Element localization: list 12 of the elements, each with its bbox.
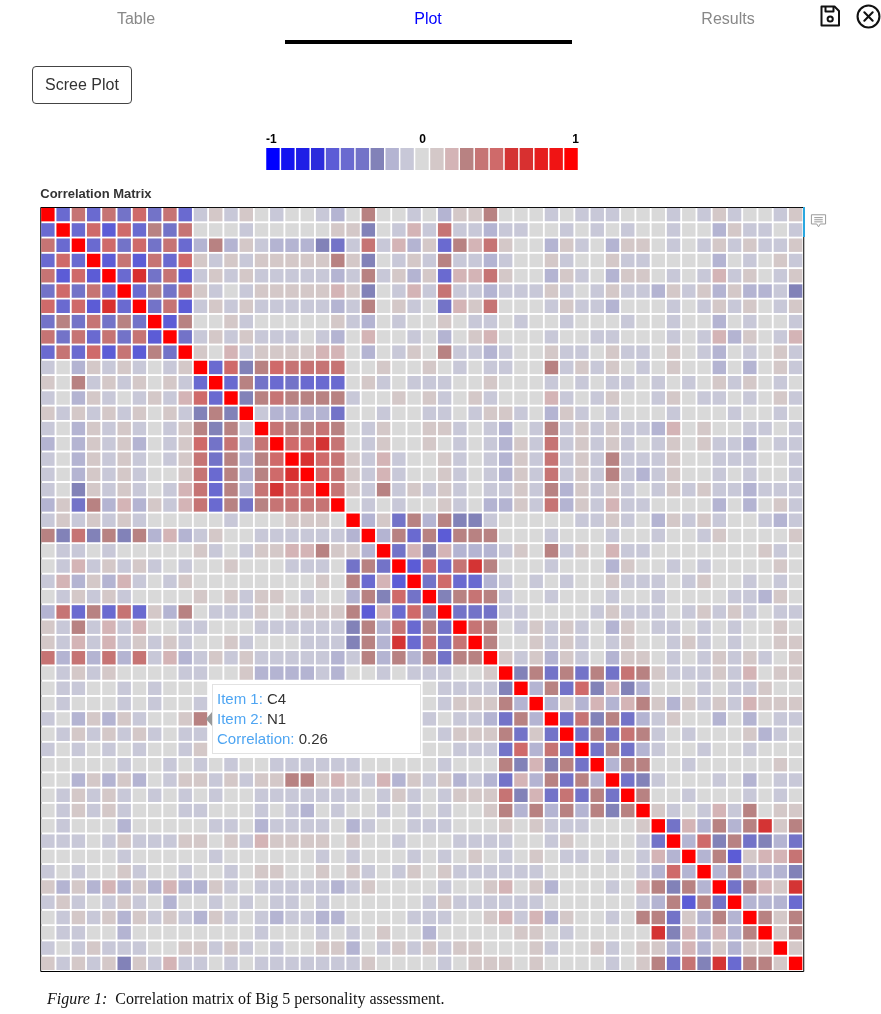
annotation: Item 1: C4 (217, 690, 287, 707)
color-bar-label: 1 (572, 131, 580, 146)
text: Table (116, 9, 156, 29)
chart-title: Correlation Matrix (40, 186, 153, 201)
annotation: Correlation: 0.26 (217, 730, 328, 747)
color-bar-label: -1 (266, 131, 277, 146)
button: Scree Plot (32, 66, 132, 104)
text: Results (701, 9, 755, 29)
text: Plot (414, 9, 442, 29)
caption: Figure 1: Correlation matrix of Big 5 personality assessment. (47, 990, 445, 1007)
color-bar-label: 0 (419, 131, 427, 146)
annotation: Item 2: N1 (217, 710, 287, 727)
